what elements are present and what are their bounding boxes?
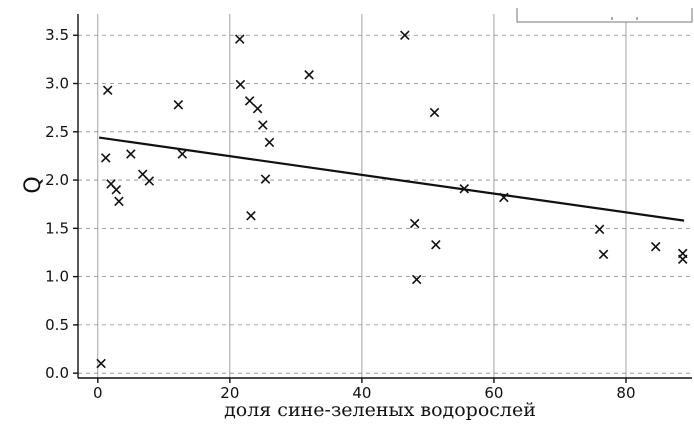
data-point xyxy=(235,79,246,90)
data-point xyxy=(499,192,509,203)
data-point xyxy=(234,34,245,44)
y-tick-label: 2.5 xyxy=(45,123,69,141)
data-point xyxy=(246,211,256,221)
data-point xyxy=(111,184,122,195)
data-point xyxy=(126,149,136,159)
x-tick-label: 20 xyxy=(220,384,239,402)
x-tick-label: 0 xyxy=(93,384,103,402)
y-tick-label: 0.5 xyxy=(45,316,69,334)
y-axis-title: Q xyxy=(21,176,46,193)
y-tick-label: 3.5 xyxy=(45,26,69,44)
data-point xyxy=(244,96,255,106)
data-point xyxy=(96,358,106,369)
data-point xyxy=(409,218,420,229)
regression-line xyxy=(98,136,685,222)
data-point xyxy=(429,107,440,118)
plot-area xyxy=(78,14,692,378)
data-point xyxy=(260,174,271,184)
y-tick-label: 2.0 xyxy=(45,171,69,189)
data-point xyxy=(258,120,268,130)
data-point xyxy=(431,239,441,250)
x-tick-label: 40 xyxy=(352,384,371,402)
legend-box xyxy=(516,8,693,23)
data-point xyxy=(598,249,609,260)
data-point xyxy=(102,85,113,96)
axes xyxy=(73,14,692,383)
y-tick-label: 1.5 xyxy=(45,219,69,237)
data-point xyxy=(264,137,275,148)
data-point xyxy=(173,99,184,110)
data-point xyxy=(459,183,469,194)
data-point xyxy=(650,241,661,252)
data-point xyxy=(677,254,688,265)
x-tick-label: 60 xyxy=(484,384,503,402)
y-tick-label: 3.0 xyxy=(45,75,69,93)
trend-line xyxy=(98,136,685,222)
y-tick-label: 0.0 xyxy=(45,364,69,382)
grid xyxy=(78,14,692,378)
x-tick-label: 80 xyxy=(616,384,635,402)
data-point xyxy=(100,153,111,163)
y-tick-label: 1.0 xyxy=(45,268,69,286)
data-point xyxy=(252,103,263,114)
data-point xyxy=(114,196,124,207)
data-point xyxy=(177,149,188,159)
tick-labels: 0.0 0.5 1.0 1.5 2.0 2.5 3.0 3.5 0 20 40 60 80 xyxy=(45,26,635,402)
plot-background xyxy=(78,14,692,378)
data-points xyxy=(96,30,688,369)
data-point xyxy=(594,224,605,235)
data-point xyxy=(304,70,314,80)
data-point xyxy=(400,30,410,41)
x-axis-title: доля сине-зеленых водорослей xyxy=(224,399,536,421)
data-point xyxy=(411,274,422,285)
data-point xyxy=(144,176,155,186)
